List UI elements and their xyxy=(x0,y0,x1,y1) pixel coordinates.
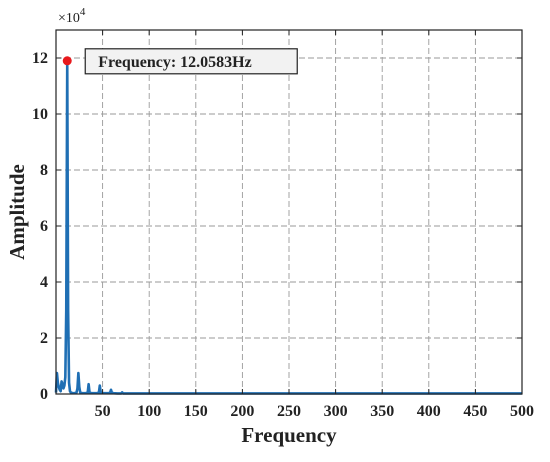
y-tick-label: 8 xyxy=(40,162,48,179)
x-tick-label: 50 xyxy=(95,403,111,420)
annotation-box xyxy=(84,48,298,75)
x-tick-label: 500 xyxy=(510,403,534,420)
x-tick-label: 300 xyxy=(324,403,348,420)
x-tick-label: 100 xyxy=(137,403,161,420)
y-tick-label: 0 xyxy=(40,386,48,403)
peak-marker xyxy=(62,56,72,66)
y-axis-multiplier-base: ×10 xyxy=(58,11,80,26)
y-axis-multiplier: ×104 xyxy=(58,6,86,26)
marker-layer xyxy=(62,56,72,66)
annotation-layer: Frequency: 12.0583Hz xyxy=(84,48,298,75)
x-tick-label: 400 xyxy=(417,403,441,420)
annotation-text: Frequency: 12.0583Hz xyxy=(98,54,251,71)
y-tick-label: 10 xyxy=(32,106,48,123)
x-tick-label: 200 xyxy=(230,403,254,420)
y-tick-label: 4 xyxy=(40,274,48,291)
x-tick-label: 250 xyxy=(277,403,301,420)
y-tick-label: 6 xyxy=(40,218,48,235)
y-axis-label: Amplitude xyxy=(5,164,29,260)
x-tick-label: 450 xyxy=(463,403,487,420)
x-tick-label: 150 xyxy=(184,403,208,420)
x-tick-label: 350 xyxy=(370,403,394,420)
x-axis-label: Frequency xyxy=(241,423,337,447)
y-axis-multiplier-exponent: 4 xyxy=(80,6,86,18)
y-tick-label: 2 xyxy=(40,330,48,347)
grid-lines xyxy=(56,30,522,394)
axis-ticks: 50 100 150 200 250 300 350 400 450 500 0 2 4 6 8 10 12 xyxy=(32,30,534,420)
y-tick-label: 12 xyxy=(32,50,48,67)
